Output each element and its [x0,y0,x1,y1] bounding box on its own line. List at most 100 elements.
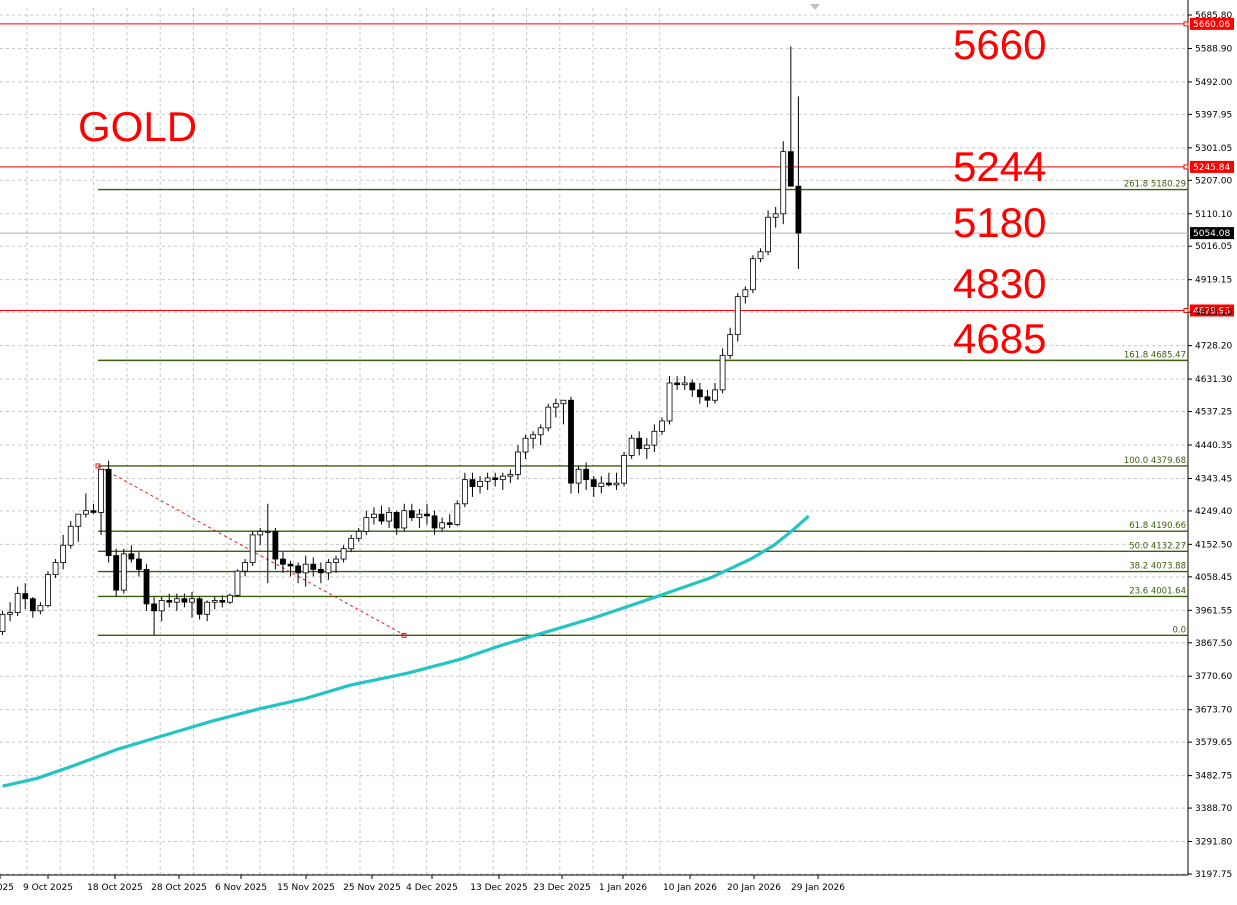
candle-bull [355,531,362,539]
candle-bull [734,296,741,336]
candle-bull [780,151,787,215]
candle-bear [287,563,294,567]
candle-bull [249,534,256,563]
candle-bear [295,565,302,574]
candle-bull [666,382,673,422]
y-tick-label: 3770.60 [1195,672,1232,682]
fib-anchor-end[interactable] [401,632,407,638]
candle-bull [499,475,506,481]
chart-shift-marker[interactable] [810,4,820,10]
x-tick-label: 13 Dec 2025 [470,883,528,893]
candles [0,46,802,636]
y-tick-label: 4631.30 [1195,375,1232,385]
symbol-label: GOLD [78,103,197,150]
y-tick-label: 3673.70 [1195,706,1232,716]
level-4830-tag-text: 4829.93 [1193,306,1230,316]
y-tick-label: 5016.05 [1195,242,1232,252]
candle-bull [765,216,771,253]
candle-bull [651,430,658,446]
candle-bear [310,563,317,570]
fib-label-100-0: 100.0 4379.68 [1124,456,1186,466]
candle-bear [492,477,499,481]
candle-bull [14,593,21,613]
grid [0,0,1189,876]
level-4830-tag [1190,304,1234,317]
candle-bull [189,598,195,603]
time-axis: 2025 9 Oct 2025 18 Oct 2025 28 Oct 2025 6 No… [0,875,845,893]
x-tick-label: 2025 [0,883,14,893]
current-price-tag [1190,227,1234,240]
x-tick-label: 25 Nov 2025 [343,883,401,893]
x-tick-label: 15 Nov 2025 [277,883,335,893]
fib-label-23-6: 23.6 4001.64 [1129,586,1186,596]
candle-bull [416,513,423,519]
y-tick-label: 3579.65 [1195,738,1232,748]
fib-label-38-2: 38.2 4073.88 [1129,562,1186,572]
y-tick-label: 5207.00 [1195,176,1232,186]
x-tick-label: 29 Jan 2026 [791,883,845,893]
candle-bear [280,558,286,565]
candle-bear [317,569,324,574]
candle-bear [219,600,226,603]
candle-bear [469,479,476,487]
candle-bull [82,510,89,515]
moving-average [2,514,810,788]
candle-bull [173,598,180,603]
y-tick-label: 5301.05 [1195,144,1232,154]
label-5180: 5180 [953,199,1046,246]
fib-anchor-start[interactable] [95,463,101,469]
candle-bull [742,289,749,298]
candle-bull [401,510,408,529]
candle-bull [264,531,271,533]
candle-bull [333,558,339,563]
fib-label-61-8: 61.8 4190.66 [1129,521,1186,531]
level-5244-tag [1190,160,1234,173]
y-tick-label: 4825.10 [1195,308,1232,318]
candle-bull [325,562,332,574]
candle-bear [408,510,415,519]
price-axis: 5685.80 5588.90 5492.00 5397.95 5301.05 5207.… [1188,11,1232,880]
y-tick-label: 4249.40 [1195,507,1232,517]
candle-bull [120,553,127,591]
candle-bull [643,444,650,449]
candle-bear [583,468,590,481]
candle-bear [431,515,438,529]
candle-bull [621,455,627,484]
candle-bull [98,468,104,513]
candle-bear [424,513,430,517]
candle-bull [158,600,165,612]
candle-bull [712,389,718,401]
label-5244: 5244 [953,143,1046,190]
y-tick-label: 3867.50 [1195,639,1232,649]
y-tick-label: 4728.20 [1195,342,1232,352]
level-5244-handle[interactable] [1183,164,1189,170]
candle-bull [477,480,483,487]
candle-bear [136,558,142,570]
candle-bear [378,513,385,522]
candle-bear [674,382,681,386]
candle-bull [659,420,665,432]
horizontal-levels[interactable]: 5660.06 5245.84 4829.93 5054.08 [0,17,1234,317]
candle-bear [446,522,453,525]
fibonacci-retracement[interactable]: 261.8 5180.29 161.8 4685.47 100.0 4379.68 6… [95,180,1188,638]
y-tick-label: 5685.80 [1195,11,1232,21]
candle-bear [568,399,574,484]
candle-bull [757,251,764,260]
x-tick-label: 9 Oct 2025 [23,883,73,893]
x-tick-label: 23 Dec 2025 [533,883,591,893]
y-tick-label: 4343.45 [1195,474,1232,484]
y-tick-label: 3482.75 [1195,772,1232,782]
fib-label-50-0: 50.0 4132.27 [1129,541,1186,551]
level-5660-handle[interactable] [1183,21,1189,27]
candle-bull [560,399,567,405]
y-tick-label: 5397.95 [1195,110,1232,120]
fib-label-0-0: 0.0 [1172,625,1186,635]
candle-bull [454,503,461,525]
current-price-tag-text: 5054.08 [1193,229,1230,239]
y-tick-label: 4058.45 [1195,573,1232,583]
level-4830-handle[interactable] [1183,307,1189,313]
y-tick-label: 4919.15 [1195,276,1232,286]
